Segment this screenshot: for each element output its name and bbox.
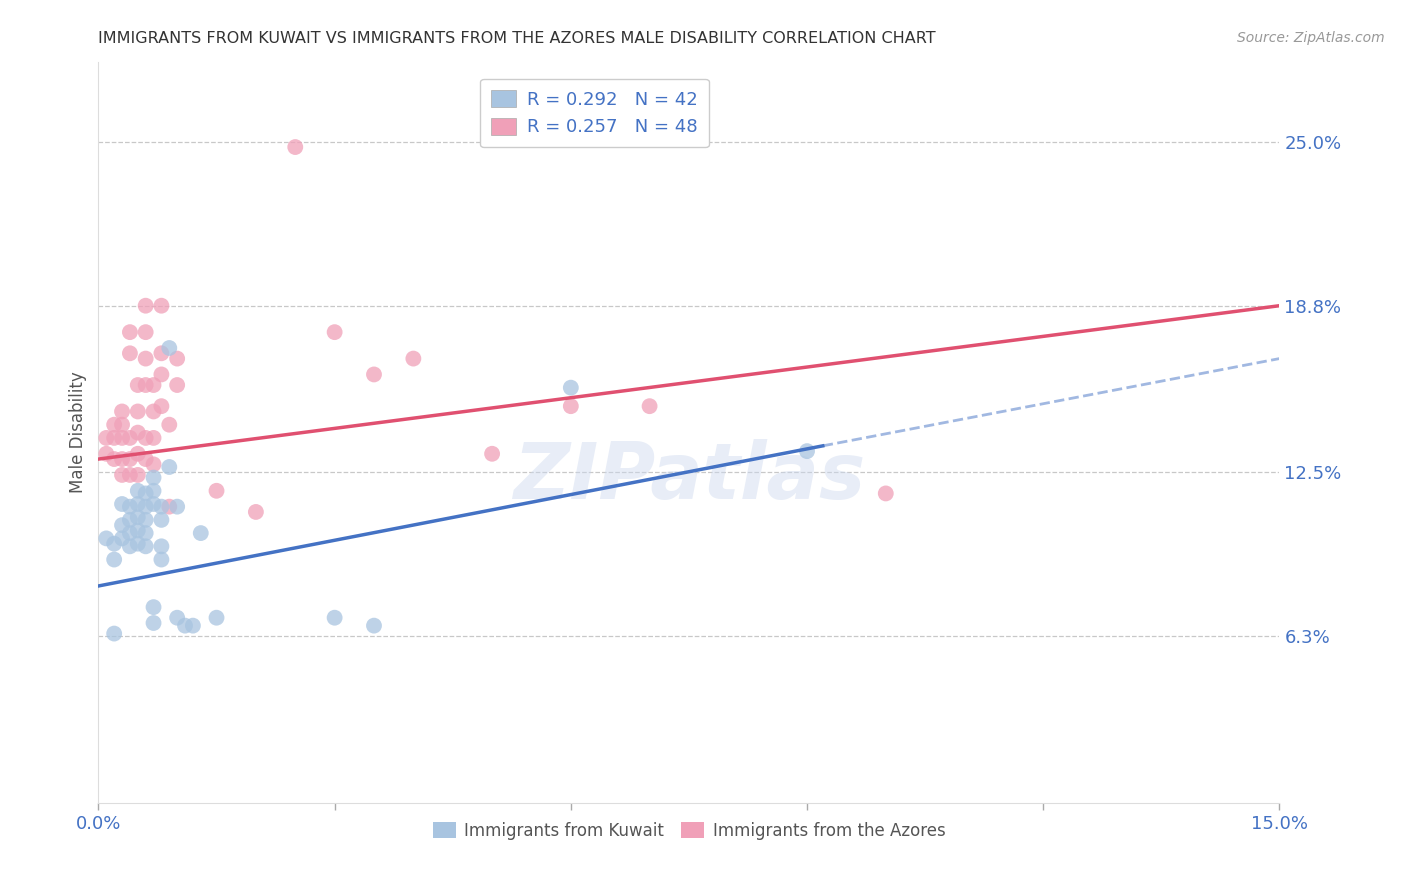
Point bbox=[323, 325, 346, 339]
Point bbox=[135, 378, 157, 392]
Text: Source: ZipAtlas.com: Source: ZipAtlas.com bbox=[1237, 31, 1385, 45]
Point bbox=[638, 399, 661, 413]
Y-axis label: Male Disability: Male Disability bbox=[69, 372, 87, 493]
Point bbox=[190, 526, 212, 541]
Point bbox=[127, 404, 149, 418]
Point bbox=[127, 536, 149, 550]
Point bbox=[150, 399, 173, 413]
Point bbox=[111, 452, 134, 467]
Point bbox=[135, 500, 157, 514]
Point bbox=[135, 526, 157, 541]
Point bbox=[157, 417, 180, 432]
Point bbox=[103, 431, 125, 445]
Point bbox=[560, 381, 582, 395]
Point bbox=[127, 447, 149, 461]
Point bbox=[142, 615, 165, 630]
Point bbox=[150, 299, 173, 313]
Point bbox=[142, 378, 165, 392]
Point bbox=[142, 470, 165, 484]
Point bbox=[111, 518, 134, 533]
Point bbox=[135, 513, 157, 527]
Point bbox=[118, 452, 141, 467]
Point bbox=[166, 378, 188, 392]
Point bbox=[166, 610, 188, 624]
Point bbox=[111, 404, 134, 418]
Point bbox=[103, 417, 125, 432]
Point bbox=[875, 486, 897, 500]
Point bbox=[103, 452, 125, 467]
Point bbox=[118, 500, 141, 514]
Point bbox=[205, 610, 228, 624]
Point bbox=[142, 600, 165, 615]
Point bbox=[111, 532, 134, 546]
Point bbox=[157, 341, 180, 355]
Point bbox=[150, 539, 173, 553]
Point bbox=[323, 610, 346, 624]
Point bbox=[96, 532, 118, 546]
Point bbox=[245, 505, 267, 519]
Point bbox=[127, 378, 149, 392]
Point bbox=[157, 500, 180, 514]
Point bbox=[135, 351, 157, 366]
Point bbox=[111, 497, 134, 511]
Point bbox=[118, 467, 141, 482]
Point bbox=[174, 618, 197, 632]
Point bbox=[127, 524, 149, 538]
Point bbox=[103, 536, 125, 550]
Point bbox=[150, 346, 173, 360]
Point bbox=[135, 452, 157, 467]
Point bbox=[157, 460, 180, 475]
Point bbox=[142, 404, 165, 418]
Point bbox=[118, 431, 141, 445]
Point bbox=[118, 539, 141, 553]
Point bbox=[103, 626, 125, 640]
Point bbox=[127, 483, 149, 498]
Point bbox=[166, 351, 188, 366]
Legend: Immigrants from Kuwait, Immigrants from the Azores: Immigrants from Kuwait, Immigrants from … bbox=[426, 815, 952, 847]
Point bbox=[135, 325, 157, 339]
Point bbox=[363, 618, 385, 632]
Point bbox=[402, 351, 425, 366]
Point bbox=[96, 431, 118, 445]
Point bbox=[127, 510, 149, 524]
Point bbox=[118, 526, 141, 541]
Point bbox=[481, 447, 503, 461]
Point bbox=[111, 467, 134, 482]
Point bbox=[103, 552, 125, 566]
Point bbox=[127, 425, 149, 440]
Point bbox=[135, 539, 157, 553]
Point bbox=[127, 467, 149, 482]
Point bbox=[111, 417, 134, 432]
Point bbox=[166, 500, 188, 514]
Point bbox=[118, 513, 141, 527]
Point bbox=[205, 483, 228, 498]
Point bbox=[150, 368, 173, 382]
Point bbox=[150, 500, 173, 514]
Point bbox=[135, 486, 157, 500]
Point bbox=[560, 399, 582, 413]
Point bbox=[118, 325, 141, 339]
Point bbox=[363, 368, 385, 382]
Point bbox=[135, 299, 157, 313]
Point bbox=[111, 431, 134, 445]
Point bbox=[127, 497, 149, 511]
Point bbox=[796, 444, 818, 458]
Point bbox=[142, 458, 165, 472]
Point bbox=[142, 431, 165, 445]
Text: ZIPatlas: ZIPatlas bbox=[513, 439, 865, 515]
Point bbox=[181, 618, 204, 632]
Point bbox=[135, 431, 157, 445]
Point bbox=[142, 497, 165, 511]
Text: IMMIGRANTS FROM KUWAIT VS IMMIGRANTS FROM THE AZORES MALE DISABILITY CORRELATION: IMMIGRANTS FROM KUWAIT VS IMMIGRANTS FRO… bbox=[98, 31, 936, 46]
Point bbox=[142, 483, 165, 498]
Point bbox=[150, 552, 173, 566]
Point bbox=[150, 513, 173, 527]
Point bbox=[96, 447, 118, 461]
Point bbox=[284, 140, 307, 154]
Point bbox=[118, 346, 141, 360]
